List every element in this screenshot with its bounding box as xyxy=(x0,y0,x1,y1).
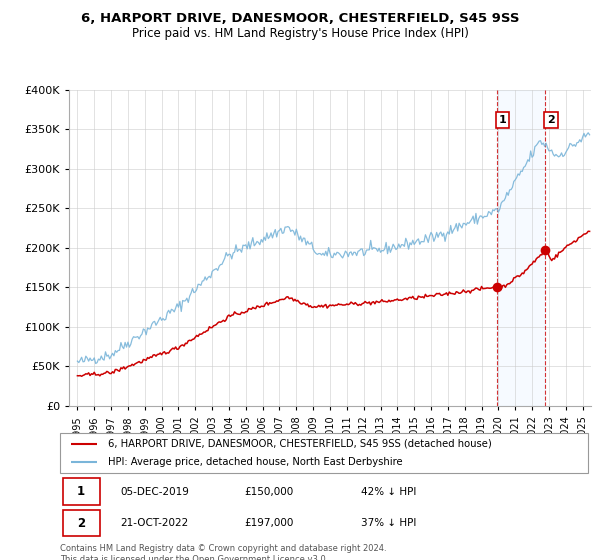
Text: 2: 2 xyxy=(547,115,555,125)
Text: 6, HARPORT DRIVE, DANESMOOR, CHESTERFIELD, S45 9SS (detached house): 6, HARPORT DRIVE, DANESMOOR, CHESTERFIEL… xyxy=(107,439,491,449)
Text: 37% ↓ HPI: 37% ↓ HPI xyxy=(361,518,416,528)
FancyBboxPatch shape xyxy=(62,478,100,505)
Text: HPI: Average price, detached house, North East Derbyshire: HPI: Average price, detached house, Nort… xyxy=(107,458,402,467)
Text: 1: 1 xyxy=(499,115,506,125)
FancyBboxPatch shape xyxy=(62,510,100,536)
Text: 6, HARPORT DRIVE, DANESMOOR, CHESTERFIELD, S45 9SS: 6, HARPORT DRIVE, DANESMOOR, CHESTERFIEL… xyxy=(81,12,519,25)
Text: 1: 1 xyxy=(77,485,85,498)
Text: 42% ↓ HPI: 42% ↓ HPI xyxy=(361,487,416,497)
Text: £150,000: £150,000 xyxy=(245,487,294,497)
Text: 21-OCT-2022: 21-OCT-2022 xyxy=(121,518,189,528)
Bar xyxy=(497,90,545,406)
Text: 05-DEC-2019: 05-DEC-2019 xyxy=(121,487,190,497)
Text: £197,000: £197,000 xyxy=(245,518,294,528)
Text: Price paid vs. HM Land Registry's House Price Index (HPI): Price paid vs. HM Land Registry's House … xyxy=(131,27,469,40)
Text: 2: 2 xyxy=(77,517,85,530)
Text: Contains HM Land Registry data © Crown copyright and database right 2024.
This d: Contains HM Land Registry data © Crown c… xyxy=(60,544,386,560)
FancyBboxPatch shape xyxy=(60,433,588,473)
